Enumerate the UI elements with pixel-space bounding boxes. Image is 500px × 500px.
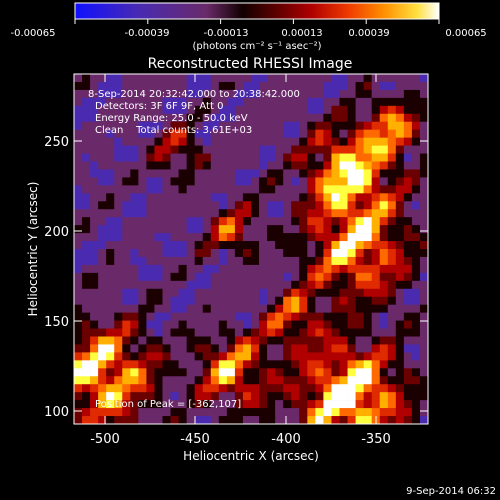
footer-timestamp: 9-Sep-2014 06:32 [406, 486, 496, 497]
y-tick-label: 150 [44, 315, 69, 330]
image-panel [73, 73, 429, 425]
rhessi-image-pixels [74, 74, 428, 424]
colorbar-tick-label: -0.00013 [204, 28, 249, 39]
plot-frame [73, 73, 429, 425]
peak-position-label: Position of Peak = [-362,107] [95, 399, 241, 410]
plot-title: Reconstructed RHESSI Image [148, 56, 353, 72]
colorbar-tick-label: -0.00065 [11, 28, 56, 39]
axis-ticks [74, 74, 428, 424]
info-block: 8-Sep-2014 20:32:42.000 to 20:38:42.000 … [88, 89, 300, 136]
info-energy-range: Energy Range: 25.0 - 50.0 keV [95, 113, 248, 124]
colorbar-unit-label: (photons cm⁻² s⁻¹ asec⁻²) [192, 41, 321, 52]
x-tick-label: -400 [271, 432, 301, 447]
y-tick-label: 200 [44, 225, 69, 240]
x-tick-label: -450 [180, 432, 210, 447]
y-tick-label: 100 [44, 405, 69, 420]
y-axis-label: Heliocentric Y (arcsec) [26, 182, 40, 317]
colorbar-tick-label: 0.00065 [445, 28, 486, 39]
y-tick-label: 250 [44, 135, 69, 150]
colorbar-tick-label: 0.00013 [281, 28, 322, 39]
colorbar-tick-label: 0.00039 [348, 28, 389, 39]
colorbar-tick-label: -0.00039 [125, 28, 170, 39]
x-tick-label: -500 [90, 432, 120, 447]
colorbar: -0.00065 -0.00039 -0.00013 0.00013 0.000… [11, 2, 487, 52]
info-time-range: 8-Sep-2014 20:32:42.000 to 20:38:42.000 [88, 89, 300, 100]
colorbar-gradient [74, 2, 440, 20]
colorbar-tick-marks [74, 19, 440, 24]
x-tick-label: -350 [361, 432, 391, 447]
info-detectors: Detectors: 3F 6F 9F, Att 0 [95, 101, 223, 112]
x-axis-label: Heliocentric X (arcsec) [183, 449, 319, 463]
info-clean-counts: Clean Total counts: 3.61E+03 [95, 125, 252, 136]
